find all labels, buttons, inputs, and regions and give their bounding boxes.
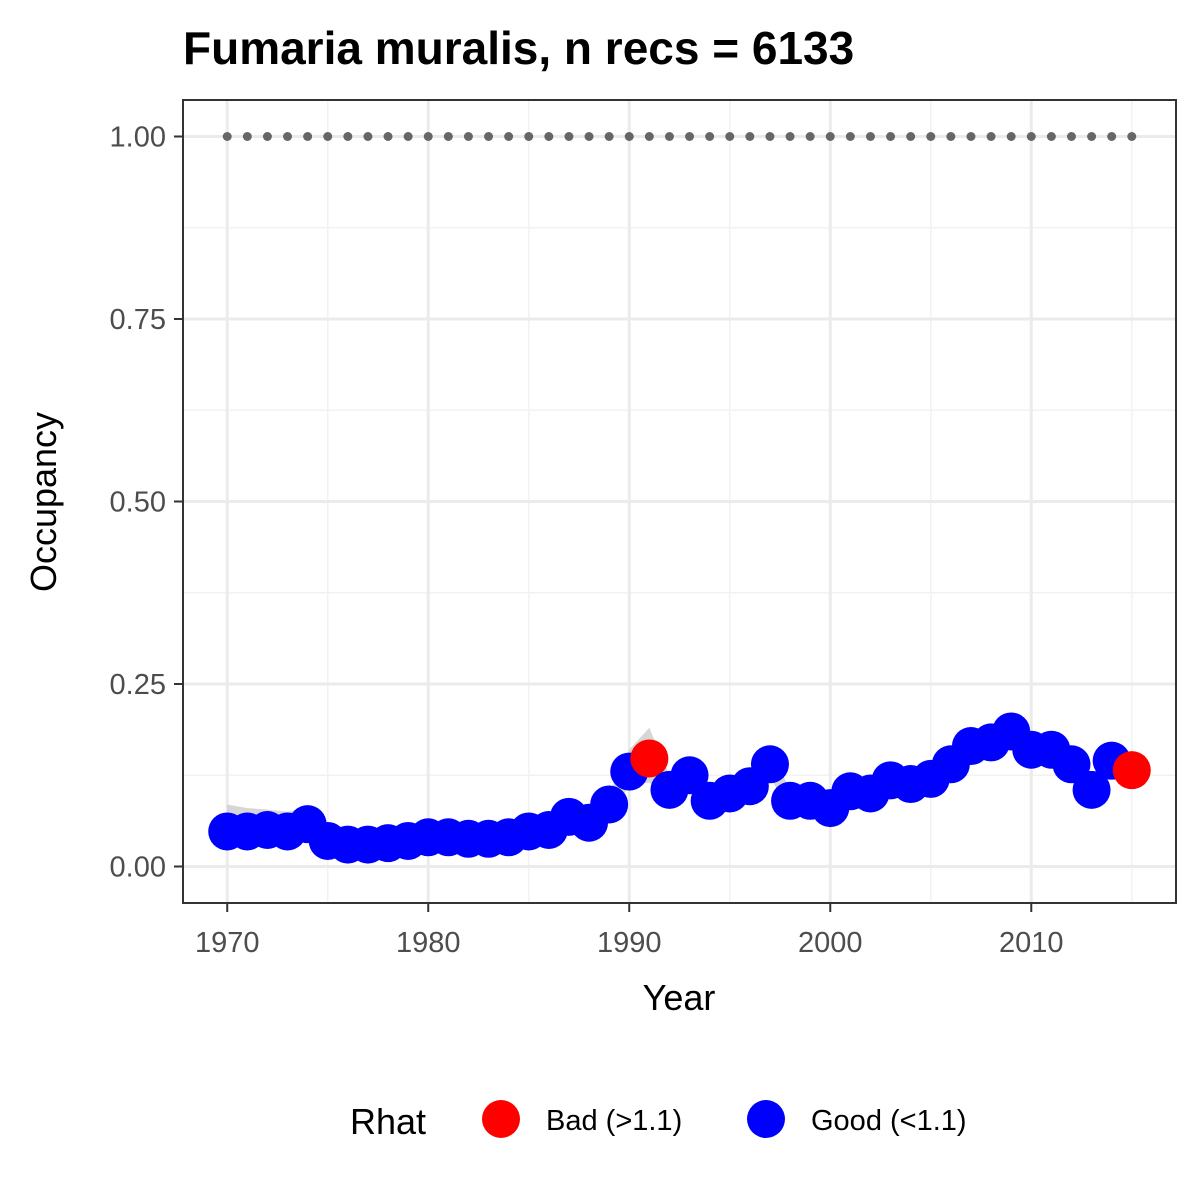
reference-line-dot (1046, 132, 1056, 141)
x-tick-label: 1990 (597, 927, 662, 959)
reference-line-dot (383, 132, 393, 141)
reference-line-dot (966, 132, 976, 141)
reference-line-dot (785, 132, 795, 141)
data-point-bad (630, 739, 669, 778)
reference-line-dot (303, 132, 313, 141)
legend-title: Rhat (350, 1101, 426, 1142)
y-axis: 0.00 0.25 0.50 0.75 1.00 (110, 122, 183, 884)
reference-line-dot (926, 132, 936, 141)
reference-line-dot (484, 132, 494, 141)
reference-line-dot (624, 132, 634, 141)
reference-line-dot (946, 132, 956, 141)
legend-key-good (747, 1100, 785, 1138)
reference-line-dot (725, 132, 735, 141)
reference-line-dot (262, 132, 272, 141)
reference-line-dot (1127, 132, 1137, 141)
x-tick-label: 2010 (999, 927, 1064, 959)
x-tick-label: 1980 (396, 927, 461, 959)
y-tick-label: 0.00 (110, 852, 166, 884)
legend-label-good: Good (<1.1) (811, 1105, 967, 1137)
reference-line-dot (845, 132, 855, 141)
data-point-good (1072, 770, 1111, 809)
reference-line-dot (604, 132, 614, 141)
chart-title: Fumaria muralis, n recs = 6133 (183, 22, 854, 74)
reference-line-dot (283, 132, 293, 141)
reference-line-dot (1026, 132, 1036, 141)
reference-line-dot (544, 132, 554, 141)
reference-line-dot (865, 132, 875, 141)
reference-line-dot (886, 132, 896, 141)
reference-line-dot (825, 132, 835, 141)
reference-line-dot (644, 132, 654, 141)
x-axis-title: Year (643, 977, 716, 1018)
reference-line-dot (664, 132, 674, 141)
data-point-good (750, 745, 789, 784)
reference-line-dot (685, 132, 695, 141)
data-point-good (590, 785, 629, 824)
reference-line-dot (363, 132, 373, 141)
x-tick-label: 2000 (798, 927, 863, 959)
reference-line-dot (745, 132, 755, 141)
reference-line-dot (504, 132, 514, 141)
data-point-bad (1112, 751, 1151, 790)
y-tick-label: 0.75 (110, 304, 166, 336)
legend: Rhat Bad (>1.1) Good (<1.1) (350, 1100, 967, 1142)
y-tick-label: 1.00 (110, 122, 166, 154)
reference-line-dot (1087, 132, 1097, 141)
reference-line-dot (242, 132, 252, 141)
legend-label-bad: Bad (>1.1) (546, 1105, 682, 1137)
reference-line-dot (403, 132, 413, 141)
x-axis: 1970 1980 1990 2000 2010 (195, 903, 1064, 959)
y-tick-label: 0.50 (110, 487, 166, 519)
reference-line-dot (765, 132, 775, 141)
x-tick-label: 1970 (195, 927, 260, 959)
data-points-layer (208, 712, 1151, 864)
reference-line-dot (222, 132, 232, 141)
reference-line-layer (222, 132, 1137, 141)
reference-line-dot (343, 132, 353, 141)
reference-line-dot (1107, 132, 1117, 141)
y-axis-title: Occupancy (23, 412, 64, 592)
reference-line-dot (564, 132, 574, 141)
reference-line-dot (443, 132, 453, 141)
reference-line-dot (524, 132, 534, 141)
reference-line-dot (1066, 132, 1076, 141)
reference-line-dot (906, 132, 916, 141)
data-point-good (670, 756, 709, 795)
reference-line-dot (986, 132, 996, 141)
data-point-good (1052, 745, 1091, 784)
reference-line-dot (423, 132, 433, 141)
reference-line-dot (1006, 132, 1016, 141)
legend-key-bad (482, 1100, 520, 1138)
reference-line-dot (584, 132, 594, 141)
reference-line-dot (463, 132, 473, 141)
reference-line-dot (323, 132, 333, 141)
reference-line-dot (805, 132, 815, 141)
reference-line-dot (705, 132, 715, 141)
y-tick-label: 0.25 (110, 669, 166, 701)
